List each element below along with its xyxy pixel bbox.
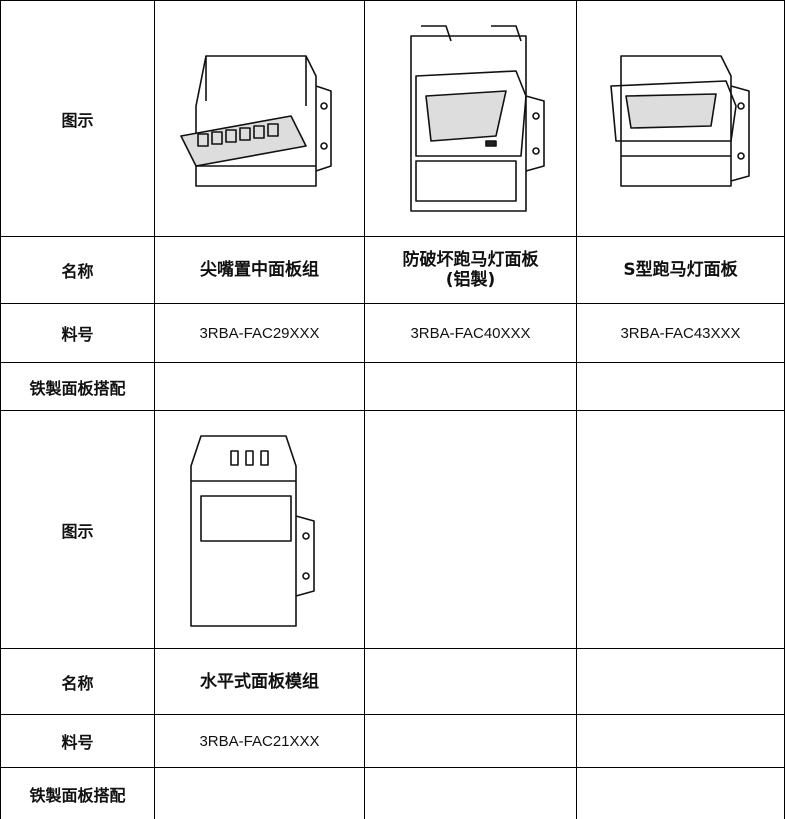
table-cell: 料号 [1,715,155,768]
table-cell: 防破坏跑马灯面板 (铝製) [365,237,577,304]
table-cell [365,363,577,411]
product-name: (铝製) [445,270,496,290]
table-cell: S型跑马灯面板 [577,237,785,304]
row-label: 铁製面板搭配 [29,378,126,398]
row-label: 料号 [61,733,94,752]
table-cell: 名称 [1,649,155,715]
table-cell [155,363,365,411]
product-drawing [610,55,750,187]
table-cell [577,715,785,768]
row-label: 料号 [61,325,94,344]
table-cell: 名称 [1,237,155,304]
table-cell [155,768,365,819]
product-name: 水平式面板模组 [200,671,319,692]
table-cell: 料号 [1,304,155,363]
product-drawing [180,55,332,187]
table-cell [155,1,365,237]
product-drawing [410,25,545,212]
table-cell [365,768,577,819]
table-cell [365,649,577,715]
product-name: S型跑马灯面板 [623,260,738,280]
table-cell: 铁製面板搭配 [1,768,155,819]
product-drawing [190,435,315,627]
part-number: 3RBA-FAC21XXX [199,732,320,750]
table-cell: 尖嘴置中面板组 [155,237,365,304]
product-name: 防破坏跑马灯面板 [402,250,539,270]
row-label: 名称 [61,262,94,281]
table-cell: 3RBA-FAC43XXX [577,304,785,363]
table-cell: 图示 [1,1,155,237]
part-number: 3RBA-FAC29XXX [199,324,320,342]
part-number: 3RBA-FAC40XXX [410,324,531,342]
table-cell: 水平式面板模组 [155,649,365,715]
product-name: 尖嘴置中面板组 [200,260,319,280]
table-cell [577,649,785,715]
table-cell: 3RBA-FAC40XXX [365,304,577,363]
table-cell [365,715,577,768]
table-cell [577,363,785,411]
table-cell [577,411,785,649]
table-cell [365,411,577,649]
row-label: 图示 [61,110,94,130]
row-label: 名称 [61,673,94,693]
row-label: 铁製面板搭配 [29,785,126,805]
table-cell [577,768,785,819]
table-cell: 3RBA-FAC21XXX [155,715,365,768]
table-cell: 铁製面板搭配 [1,363,155,411]
table-cell: 3RBA-FAC29XXX [155,304,365,363]
part-number: 3RBA-FAC43XXX [620,324,741,342]
table-cell [365,1,577,237]
row-label: 图示 [61,521,94,541]
table-cell: 图示 [1,411,155,649]
table-cell [155,411,365,649]
